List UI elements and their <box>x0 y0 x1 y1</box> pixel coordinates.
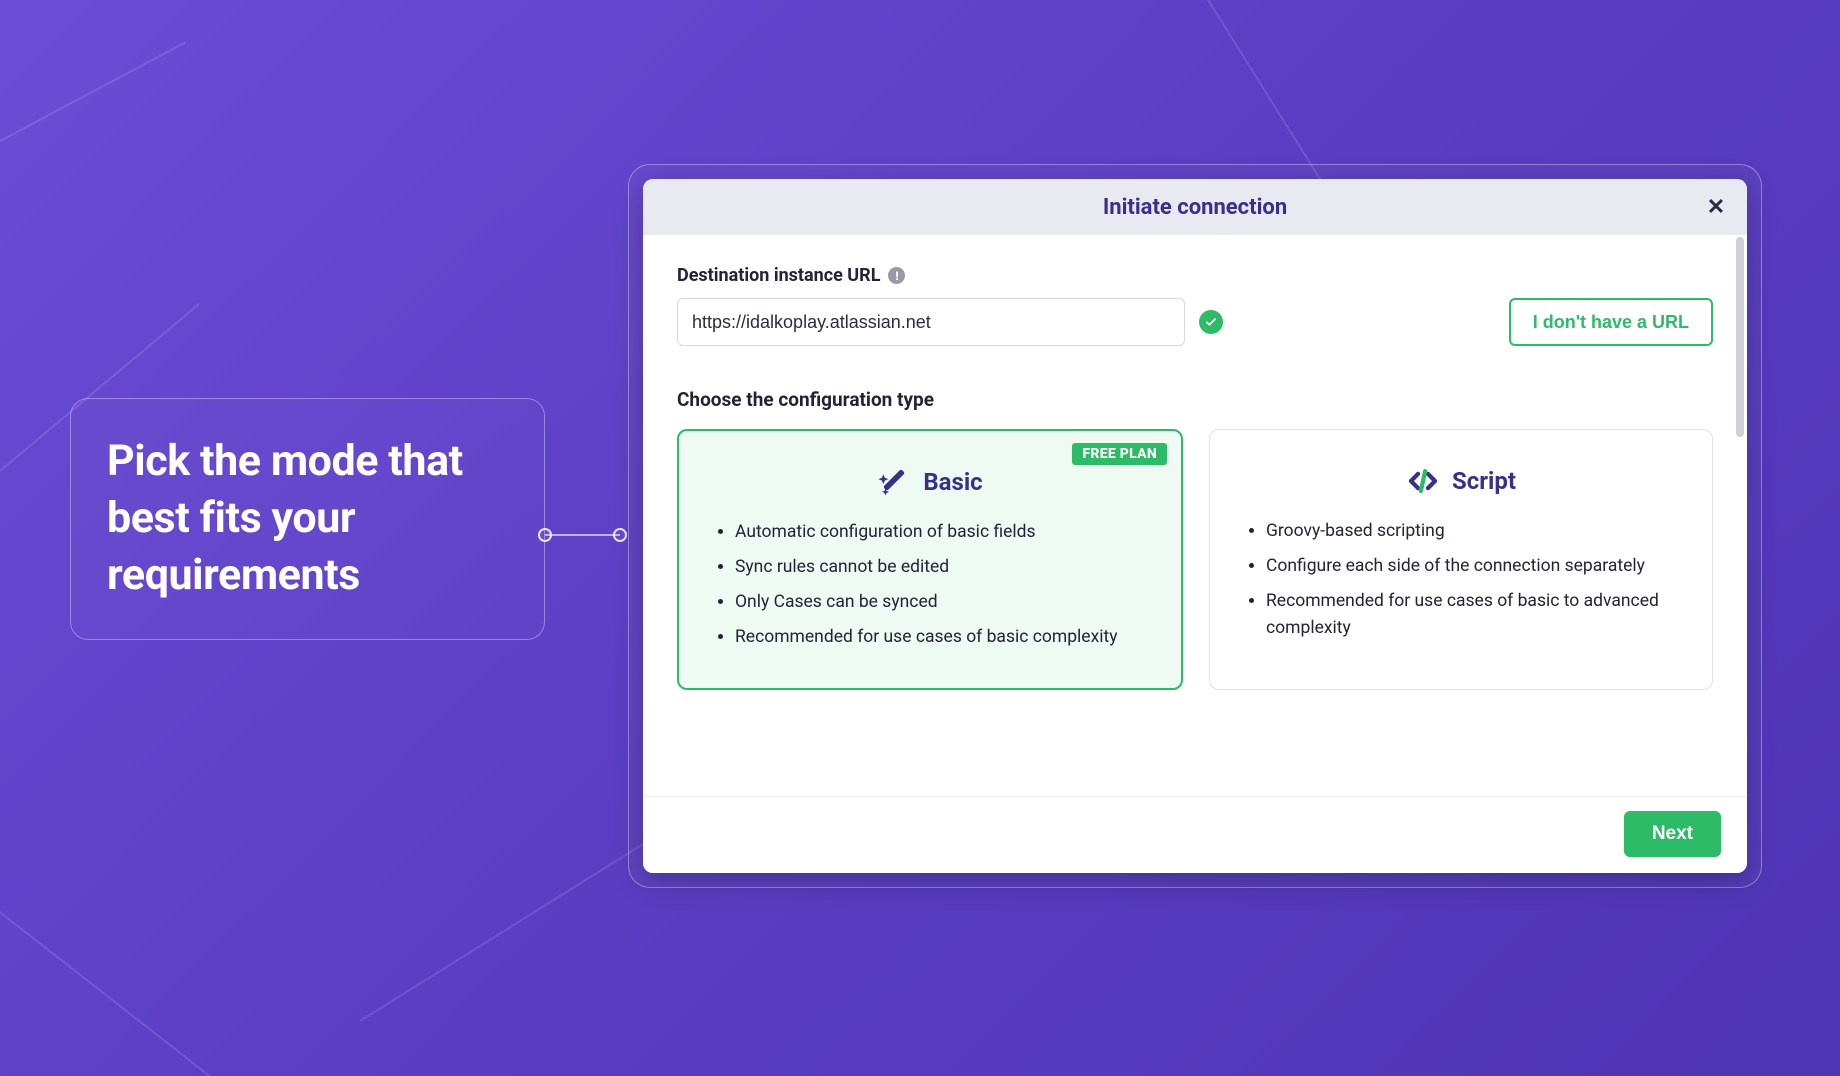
callout-text: Pick the mode that best fits your requir… <box>107 433 508 603</box>
close-button[interactable]: ✕ <box>1703 194 1729 220</box>
decorative-line <box>0 880 370 1076</box>
list-item: Configure each side of the connection se… <box>1266 553 1686 580</box>
stage: Pick the mode that best fits your requir… <box>0 0 1840 1076</box>
card-bullets-script: Groovy-based scripting Configure each si… <box>1236 518 1686 643</box>
destination-url-input[interactable] <box>677 298 1185 346</box>
url-row: I don't have a URL <box>677 298 1713 346</box>
plan-badge: FREE PLAN <box>1072 443 1167 465</box>
config-cards-row: FREE PLAN Basic <box>677 429 1713 690</box>
dialog-frame: Initiate connection ✕ Destination instan… <box>628 164 1762 888</box>
config-card-script[interactable]: Script Groovy-based scripting Configure … <box>1209 429 1713 690</box>
connector-dot <box>538 528 552 542</box>
card-head: Basic <box>705 465 1155 499</box>
connector-dot <box>613 528 627 542</box>
url-field-label-text: Destination instance URL <box>677 265 880 286</box>
card-bullets-basic: Automatic configuration of basic fields … <box>705 519 1155 652</box>
card-head: Script <box>1236 464 1686 498</box>
connector-line <box>545 534 620 536</box>
config-type-label: Choose the configuration type <box>677 388 1713 411</box>
code-icon <box>1406 464 1440 498</box>
config-card-basic[interactable]: FREE PLAN Basic <box>677 429 1183 690</box>
list-item: Recommended for use cases of basic compl… <box>735 624 1155 651</box>
no-url-button[interactable]: I don't have a URL <box>1509 298 1713 346</box>
info-icon[interactable]: ! <box>888 267 905 284</box>
wand-icon <box>877 465 911 499</box>
card-title-basic: Basic <box>923 468 982 496</box>
decorative-line <box>0 42 186 142</box>
dialog-title: Initiate connection <box>1103 195 1287 220</box>
next-button[interactable]: Next <box>1624 811 1721 857</box>
dialog-body: Destination instance URL ! I don't have … <box>643 235 1747 796</box>
list-item: Only Cases can be synced <box>735 589 1155 616</box>
list-item: Groovy-based scripting <box>1266 518 1686 545</box>
dialog-footer: Next <box>643 796 1747 873</box>
valid-check-icon <box>1199 310 1223 334</box>
close-icon: ✕ <box>1707 195 1725 220</box>
list-item: Recommended for use cases of basic to ad… <box>1266 588 1686 642</box>
card-title-script: Script <box>1452 467 1516 495</box>
callout-card: Pick the mode that best fits your requir… <box>70 398 545 640</box>
list-item: Automatic configuration of basic fields <box>735 519 1155 546</box>
url-field-label: Destination instance URL ! <box>677 265 1713 286</box>
list-item: Sync rules cannot be edited <box>735 554 1155 581</box>
dialog-header: Initiate connection ✕ <box>643 179 1747 235</box>
dialog: Initiate connection ✕ Destination instan… <box>643 179 1747 873</box>
